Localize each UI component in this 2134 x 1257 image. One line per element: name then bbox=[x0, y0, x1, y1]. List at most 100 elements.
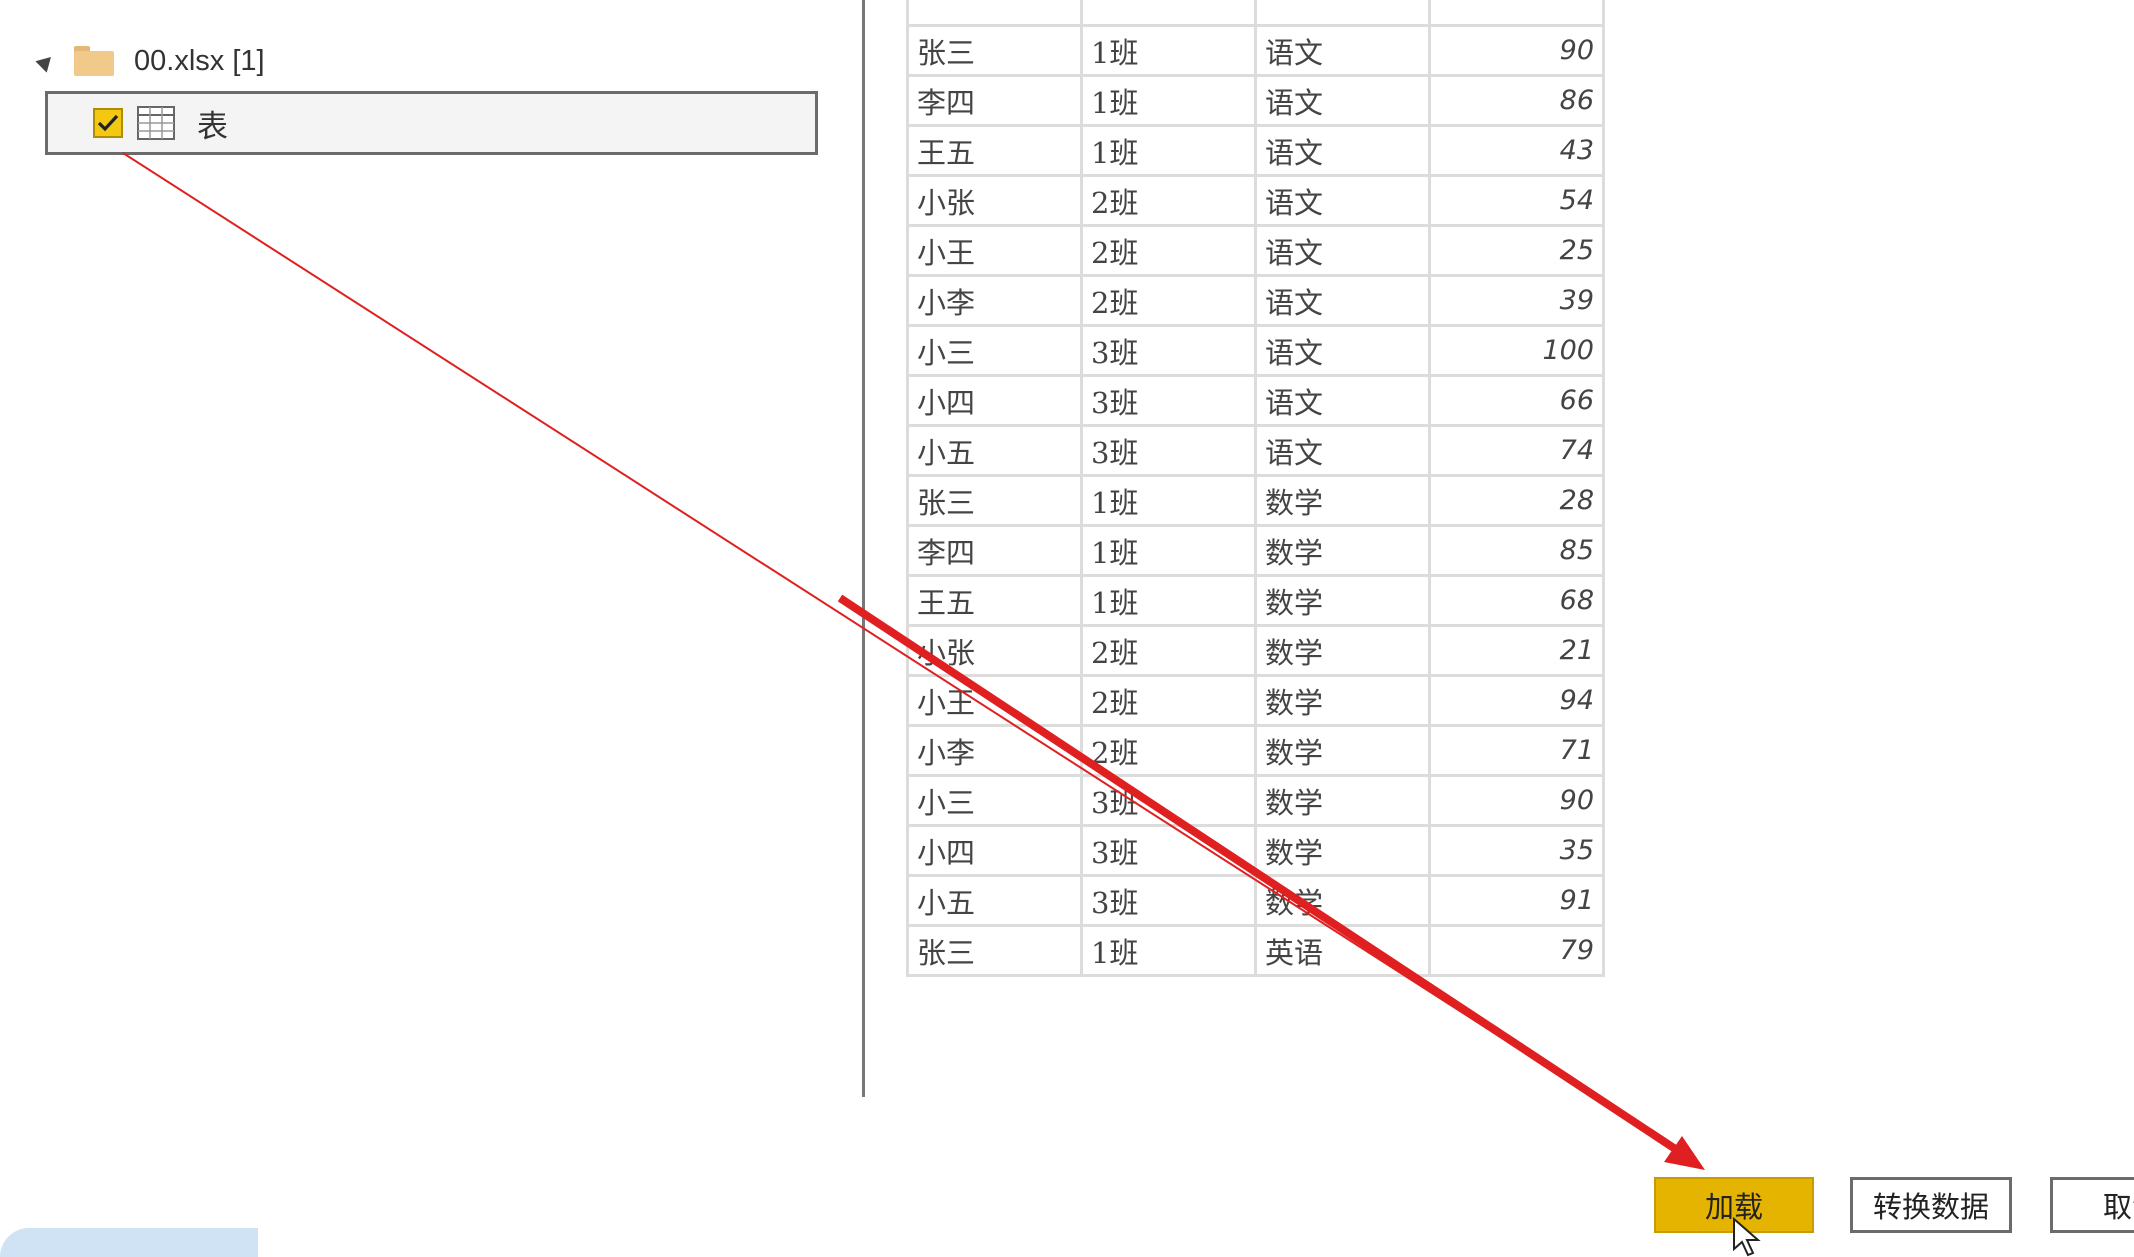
score-cell: 86 bbox=[1428, 74, 1605, 127]
subject-cell: 语文 bbox=[1254, 324, 1431, 377]
table-row: 李四 1班 语文 86 bbox=[906, 74, 1605, 127]
subject-cell: 语文 bbox=[1254, 224, 1431, 277]
name-cell: 小三 bbox=[906, 324, 1083, 377]
score-cell: 35 bbox=[1428, 824, 1605, 877]
table-row: 小四 3班 语文 66 bbox=[906, 374, 1605, 427]
name-cell: 李四 bbox=[906, 524, 1083, 577]
class-cell: 1班 bbox=[1080, 574, 1257, 627]
name-cell: 小王 bbox=[906, 224, 1083, 277]
class-cell: 2班 bbox=[1080, 674, 1257, 727]
score-cell: 100 bbox=[1428, 324, 1605, 377]
table-row: 小王 2班 语文 25 bbox=[906, 224, 1605, 277]
name-cell: 小王 bbox=[906, 674, 1083, 727]
table-row: 王五 1班 语文 43 bbox=[906, 124, 1605, 177]
table-row: 小五 3班 语文 74 bbox=[906, 424, 1605, 477]
class-cell: 2班 bbox=[1080, 224, 1257, 277]
file-label: 00.xlsx [1] bbox=[134, 44, 265, 77]
class-cell: 2班 bbox=[1080, 274, 1257, 327]
name-cell: 小李 bbox=[906, 274, 1083, 327]
table-row: 小李 2班 语文 39 bbox=[906, 274, 1605, 327]
score-cell: 74 bbox=[1428, 424, 1605, 477]
table-row: 小三 3班 语文 100 bbox=[906, 324, 1605, 377]
class-cell: 1班 bbox=[1080, 924, 1257, 977]
subject-cell: 语文 bbox=[1254, 174, 1431, 227]
name-cell: 小四 bbox=[906, 374, 1083, 427]
score-cell: 39 bbox=[1428, 274, 1605, 327]
subject-cell: 语文 bbox=[1254, 24, 1431, 77]
table-row: 小三 3班 数学 90 bbox=[906, 774, 1605, 827]
table-row: 小张 2班 语文 54 bbox=[906, 174, 1605, 227]
name-cell: 小五 bbox=[906, 874, 1083, 927]
score-cell: 85 bbox=[1428, 524, 1605, 577]
score-cell: 21 bbox=[1428, 624, 1605, 677]
file-node[interactable]: 00.xlsx [1] bbox=[35, 38, 265, 84]
score-cell: 28 bbox=[1428, 474, 1605, 527]
subject-cell: 数学 bbox=[1254, 824, 1431, 877]
name-cell: 小三 bbox=[906, 774, 1083, 827]
name-cell: 王五 bbox=[906, 574, 1083, 627]
subject-cell: 数学 bbox=[1254, 874, 1431, 927]
class-cell: 1班 bbox=[1080, 474, 1257, 527]
name-cell: 小李 bbox=[906, 724, 1083, 777]
class-cell: 2班 bbox=[1080, 174, 1257, 227]
class-cell: 1班 bbox=[1080, 524, 1257, 577]
score-cell: 79 bbox=[1428, 924, 1605, 977]
pane-divider[interactable] bbox=[862, 0, 865, 1097]
table-row: 张三 1班 语文 90 bbox=[906, 24, 1605, 77]
subject-cell: 数学 bbox=[1254, 574, 1431, 627]
class-cell: 1班 bbox=[1080, 124, 1257, 177]
score-cell: 90 bbox=[1428, 774, 1605, 827]
checkmark-icon bbox=[97, 114, 119, 132]
table-row: 小张 2班 数学 21 bbox=[906, 624, 1605, 677]
collapse-triangle-icon[interactable] bbox=[35, 51, 57, 73]
subject-cell: 语文 bbox=[1254, 74, 1431, 127]
table-row: 王五 1班 数学 68 bbox=[906, 574, 1605, 627]
class-cell: 3班 bbox=[1080, 424, 1257, 477]
name-cell: 张三 bbox=[906, 474, 1083, 527]
class-cell: 3班 bbox=[1080, 374, 1257, 427]
table-icon bbox=[137, 106, 175, 140]
subject-cell: 语文 bbox=[1254, 274, 1431, 327]
transform-data-button[interactable]: 转换数据 bbox=[1850, 1177, 2012, 1233]
score-cell: 94 bbox=[1428, 674, 1605, 727]
name-cell: 小四 bbox=[906, 824, 1083, 877]
name-cell: 小五 bbox=[906, 424, 1083, 477]
table-row: 小王 2班 数学 94 bbox=[906, 674, 1605, 727]
table-row: 小李 2班 数学 71 bbox=[906, 724, 1605, 777]
table-row: 张三 1班 数学 28 bbox=[906, 474, 1605, 527]
score-cell: 91 bbox=[1428, 874, 1605, 927]
class-cell: 2班 bbox=[1080, 724, 1257, 777]
table-checkbox[interactable] bbox=[93, 108, 123, 138]
subject-cell: 英语 bbox=[1254, 924, 1431, 977]
subject-cell: 数学 bbox=[1254, 624, 1431, 677]
score-cell: 68 bbox=[1428, 574, 1605, 627]
subject-cell: 数学 bbox=[1254, 474, 1431, 527]
score-cell: 54 bbox=[1428, 174, 1605, 227]
class-cell: 3班 bbox=[1080, 774, 1257, 827]
score-cell: 43 bbox=[1428, 124, 1605, 177]
table-item[interactable]: 表 bbox=[45, 91, 818, 155]
subject-cell: 语文 bbox=[1254, 124, 1431, 177]
preview-table: 张三 1班 语文 90 李四 1班 语文 86 王五 1班 语文 43 小张 2班 语文 54 小王 2班 语文 25… bbox=[906, 0, 1605, 977]
name-cell: 王五 bbox=[906, 124, 1083, 177]
table-row: 小四 3班 数学 35 bbox=[906, 824, 1605, 877]
class-cell: 2班 bbox=[1080, 624, 1257, 677]
table-row: 李四 1班 数学 85 bbox=[906, 524, 1605, 577]
subject-cell: 数学 bbox=[1254, 674, 1431, 727]
class-cell: 3班 bbox=[1080, 874, 1257, 927]
header-row bbox=[906, 0, 1605, 27]
cancel-button[interactable]: 取消 bbox=[2050, 1177, 2134, 1233]
class-cell: 3班 bbox=[1080, 324, 1257, 377]
name-cell: 小张 bbox=[906, 174, 1083, 227]
decorative-blob bbox=[0, 1228, 258, 1257]
subject-cell: 语文 bbox=[1254, 424, 1431, 477]
table-row: 张三 1班 英语 79 bbox=[906, 924, 1605, 977]
table-item-label: 表 bbox=[197, 108, 228, 145]
class-cell: 1班 bbox=[1080, 74, 1257, 127]
score-cell: 71 bbox=[1428, 724, 1605, 777]
class-cell: 1班 bbox=[1080, 24, 1257, 77]
table-row: 小五 3班 数学 91 bbox=[906, 874, 1605, 927]
subject-cell: 数学 bbox=[1254, 724, 1431, 777]
mouse-pointer-icon bbox=[1733, 1217, 1761, 1257]
score-cell: 25 bbox=[1428, 224, 1605, 277]
